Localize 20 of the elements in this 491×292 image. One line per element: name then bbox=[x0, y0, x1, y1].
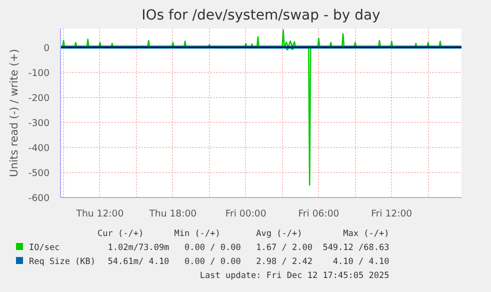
chart-title: IOs for /dev/system/swap - by day bbox=[142, 8, 380, 24]
y-axis-title: Units read (-) / write (+) bbox=[7, 49, 20, 177]
y-tick-label: -400 bbox=[28, 142, 50, 154]
y-tick-label: -600 bbox=[28, 193, 50, 204]
y-tick-label: -100 bbox=[28, 68, 50, 79]
y-tick-label: -500 bbox=[28, 168, 50, 179]
x-tick-label: Fri 12:00 bbox=[371, 208, 412, 220]
text: 1.02m/73.09m 0.00 / 0.00 1.67 / 2.00 549.12 /68.63 bbox=[106, 242, 390, 255]
y-tick-label: 0 bbox=[44, 42, 50, 54]
x-tick-label: Fri 00:00 bbox=[225, 208, 266, 220]
text: 54.61m/ 4.10 0.00 / 0.00 2.98 / 2.42 4.10 / 4.10 bbox=[106, 256, 390, 269]
x-tick-label: Fri 06:00 bbox=[298, 208, 340, 220]
legend-label: IO/sec bbox=[28, 242, 61, 255]
text: Last update: Fri Dec 12 17:45:05 2025 bbox=[198, 270, 390, 283]
x-tick-label: Thu 12:00 bbox=[75, 208, 124, 220]
text: Cur (-/+) Min (-/+) Avg (-/+) Max (-/+) bbox=[96, 228, 390, 241]
x-tick-label: Thu 18:00 bbox=[148, 208, 197, 220]
y-tick-label: -300 bbox=[28, 118, 50, 129]
y-tick-label: -200 bbox=[28, 92, 50, 104]
legend-label: Req Size (KB) bbox=[28, 256, 97, 269]
